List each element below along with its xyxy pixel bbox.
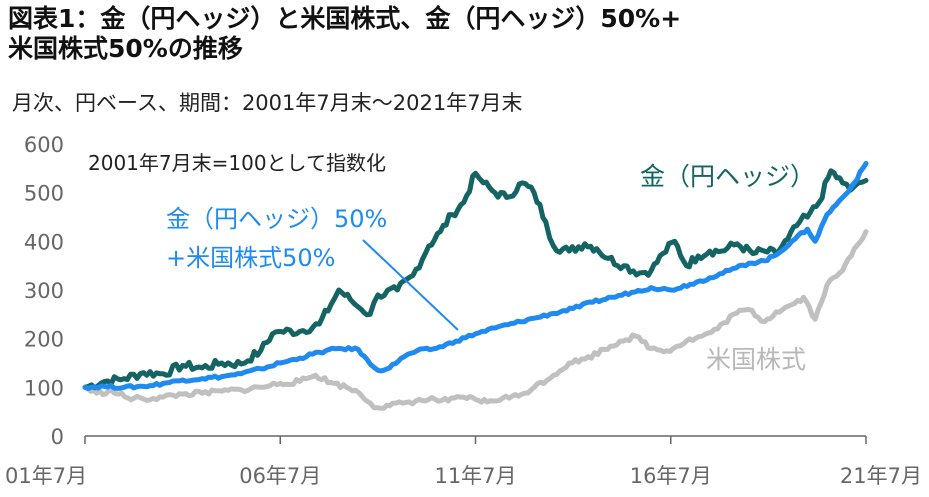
y-tick-label: 500 bbox=[24, 182, 64, 206]
mix-series-label-line1: 金（円ヘッジ）50% bbox=[166, 205, 387, 233]
y-tick-label: 300 bbox=[24, 279, 64, 303]
series-line-2 bbox=[82, 229, 869, 411]
x-tick-label: 11年7月 bbox=[434, 464, 516, 488]
chart-subtitle: 月次、円ベース、期間：2001年7月末～2021年7月末 bbox=[12, 91, 523, 115]
gold-series-label: 金（円ヘッジ） bbox=[640, 162, 815, 191]
y-tick-label: 0 bbox=[51, 425, 64, 449]
x-tick-label: 01年7月 bbox=[5, 464, 87, 488]
title-line-1: 図表1：金（円ヘッジ）と米国株式、金（円ヘッジ）50%+ bbox=[8, 4, 682, 33]
y-tick-label: 600 bbox=[24, 133, 64, 157]
chart-title: 図表1：金（円ヘッジ）と米国株式、金（円ヘッジ）50%+ 米国株式50%の推移 bbox=[8, 4, 908, 64]
x-tick-label: 21年7月 bbox=[840, 464, 922, 488]
x-axis: 01年7月 06年7月 11年7月 16年7月 21年7月 bbox=[5, 435, 922, 488]
series-line-0 bbox=[82, 168, 869, 391]
x-tick-label: 16年7月 bbox=[630, 464, 712, 488]
index-note: 2001年7月末=100として指数化 bbox=[88, 151, 386, 175]
mix-series-label-line2: +米国株式50% bbox=[166, 244, 335, 272]
y-tick-label: 400 bbox=[24, 230, 64, 254]
y-axis: 0 100 200 300 400 500 600 bbox=[24, 133, 64, 449]
series-line-1 bbox=[82, 161, 869, 392]
x-tick-label: 06年7月 bbox=[239, 464, 321, 488]
us-series-label: 米国株式 bbox=[706, 345, 806, 374]
leader-line bbox=[362, 239, 459, 331]
series-layer bbox=[82, 161, 869, 411]
y-tick-label: 200 bbox=[24, 328, 64, 352]
y-tick-label: 100 bbox=[24, 376, 64, 400]
title-line-2: 米国株式50%の推移 bbox=[8, 34, 243, 63]
